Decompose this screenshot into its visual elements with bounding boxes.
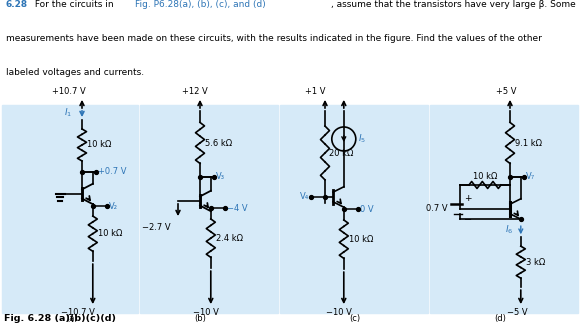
Text: For the circuits in: For the circuits in <box>32 0 116 9</box>
Text: 10 kΩ: 10 kΩ <box>87 140 112 149</box>
Text: +10.7 V: +10.7 V <box>52 87 86 96</box>
Text: V₇: V₇ <box>526 172 535 182</box>
Text: −10 V: −10 V <box>326 308 352 317</box>
Text: +0.7 V: +0.7 V <box>98 167 127 176</box>
Text: Fig. 6.28 (a)(b)(c)(d): Fig. 6.28 (a)(b)(c)(d) <box>4 314 116 323</box>
Text: 2.4 kΩ: 2.4 kΩ <box>216 234 243 243</box>
Text: 10 kΩ: 10 kΩ <box>98 229 122 238</box>
Text: 9.1 kΩ: 9.1 kΩ <box>515 139 542 148</box>
Text: 6.28: 6.28 <box>6 0 28 9</box>
Text: Fig. P6.28(a), (b), (c), and (d): Fig. P6.28(a), (b), (c), and (d) <box>135 0 266 9</box>
Text: −10 V: −10 V <box>193 308 218 317</box>
Text: +12 V: +12 V <box>182 87 208 96</box>
Text: V₄: V₄ <box>300 192 309 201</box>
Text: +1 V: +1 V <box>305 87 325 96</box>
Text: −5 V: −5 V <box>507 308 528 317</box>
Text: (a): (a) <box>66 314 78 323</box>
Text: (c): (c) <box>349 314 361 323</box>
Text: −: − <box>464 215 472 225</box>
Text: V₂: V₂ <box>109 202 118 211</box>
Text: $I_6$: $I_6$ <box>505 224 513 237</box>
Text: 20 kΩ: 20 kΩ <box>329 149 353 159</box>
FancyBboxPatch shape <box>2 105 138 313</box>
Text: 10 kΩ: 10 kΩ <box>473 172 497 181</box>
FancyBboxPatch shape <box>140 105 278 313</box>
Text: $I_5$: $I_5$ <box>358 133 366 145</box>
Text: −10.7 V: −10.7 V <box>61 308 95 317</box>
Text: 10 kΩ: 10 kΩ <box>349 235 373 244</box>
Text: 3 kΩ: 3 kΩ <box>526 258 545 267</box>
Text: V₃: V₃ <box>216 172 225 182</box>
Text: 0.7 V: 0.7 V <box>426 205 448 214</box>
FancyBboxPatch shape <box>280 105 428 313</box>
Text: −4 V: −4 V <box>227 204 248 213</box>
Text: 0 V: 0 V <box>360 205 374 214</box>
Text: +: + <box>464 194 472 203</box>
FancyBboxPatch shape <box>430 105 578 313</box>
Text: $I_1$: $I_1$ <box>64 107 72 119</box>
Text: −2.7 V: −2.7 V <box>142 223 170 232</box>
Text: (b): (b) <box>194 314 206 323</box>
Text: (d): (d) <box>494 314 506 323</box>
Text: +5 V: +5 V <box>496 87 517 96</box>
Text: labeled voltages and currents.: labeled voltages and currents. <box>6 68 144 77</box>
Text: measurements have been made on these circuits, with the results indicated in the: measurements have been made on these cir… <box>6 34 541 43</box>
Text: , assume that the transistors have very large β. Some: , assume that the transistors have very … <box>331 0 576 9</box>
Text: 5.6 kΩ: 5.6 kΩ <box>205 139 232 148</box>
